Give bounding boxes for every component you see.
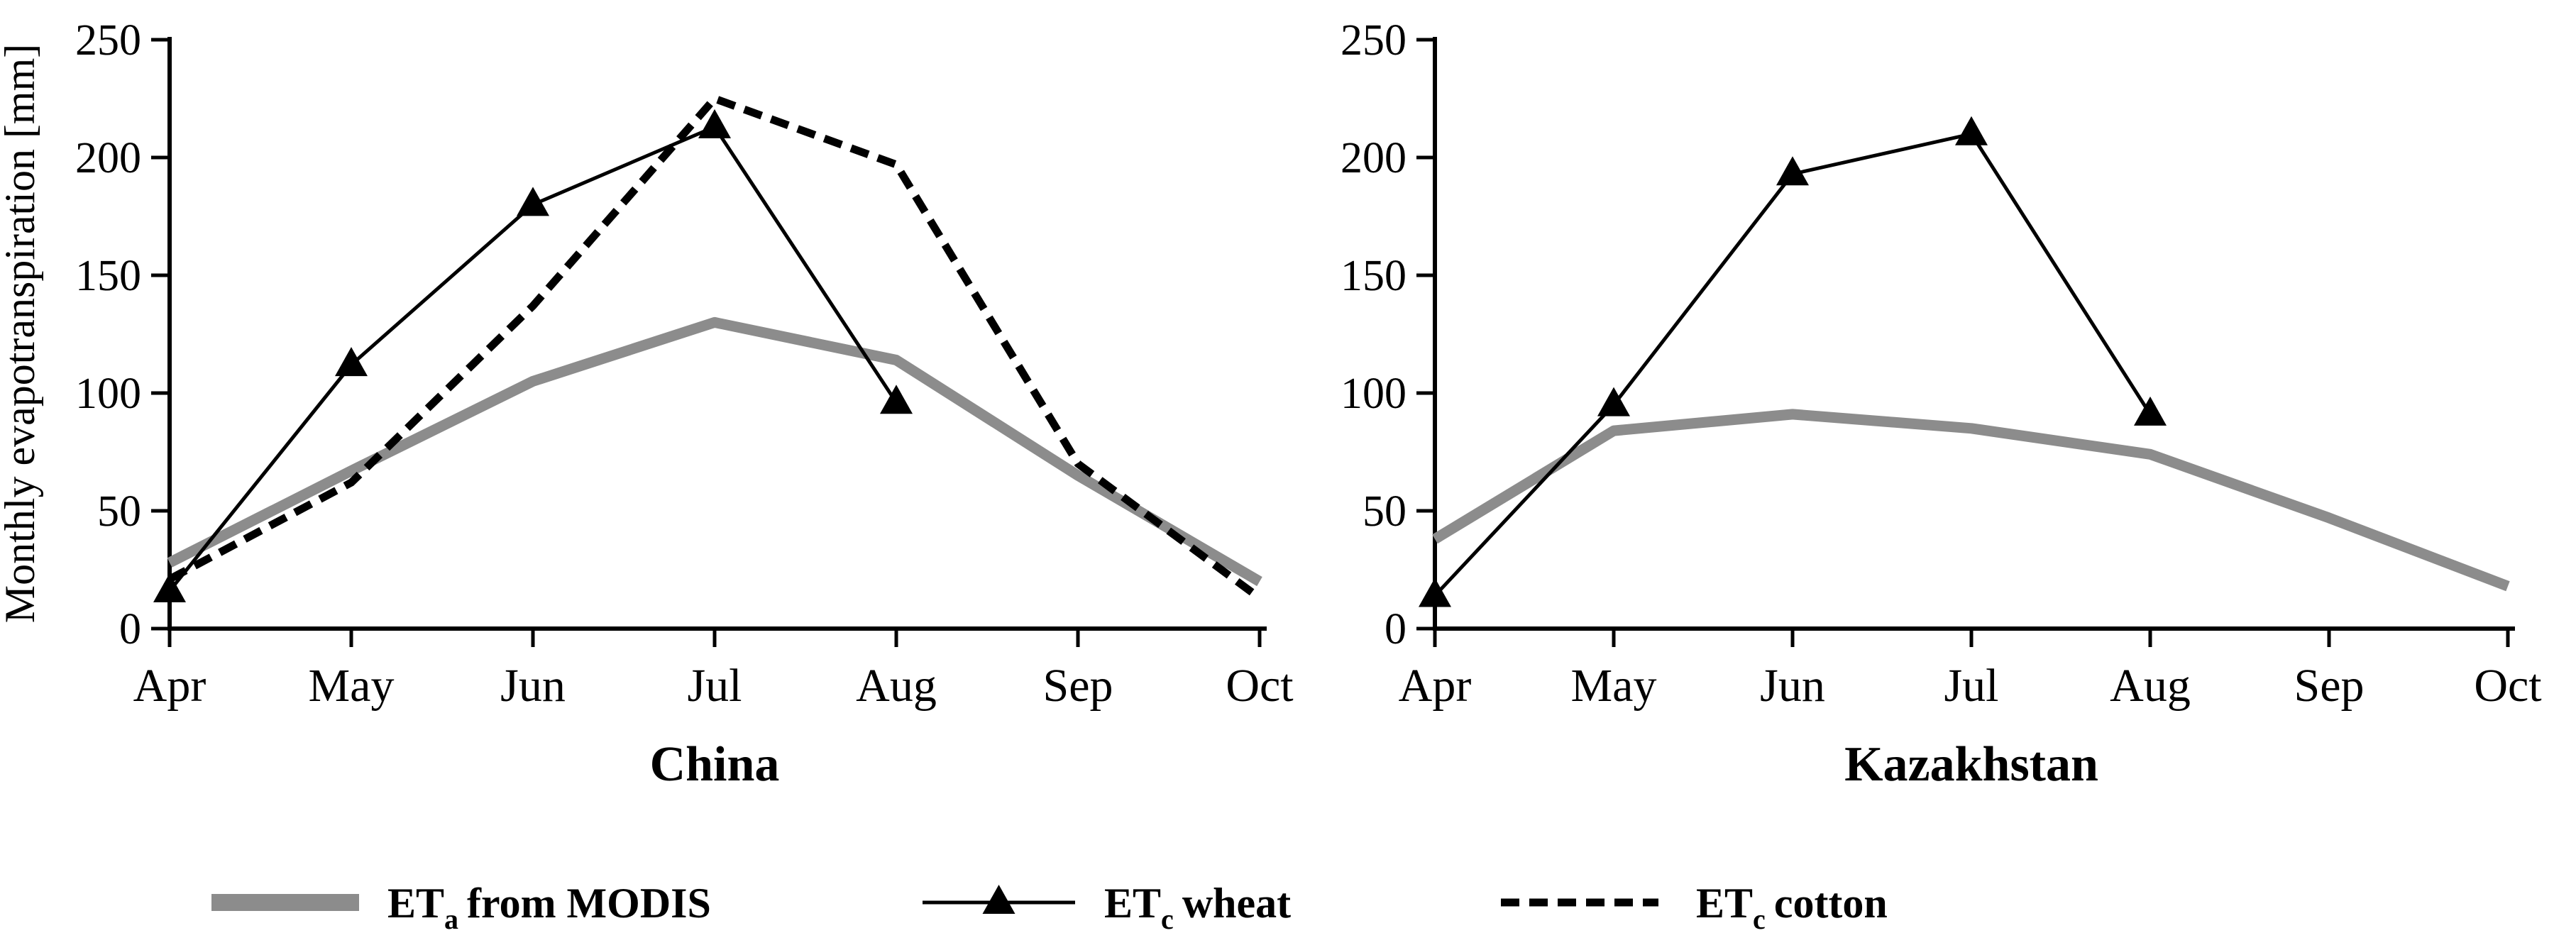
chart-china-group: 0 50 100 150 200 250 Apr May Jun Jul Aug Sep Oct Chin… (0, 16, 1294, 792)
chart-title: Kazakhstan (1844, 737, 2098, 792)
legend-label-prefix: ET (1696, 880, 1753, 927)
y-tick-label: 200 (75, 134, 141, 182)
legend-label-rest: cotton (1774, 880, 1888, 927)
chart-title: China (650, 737, 780, 792)
y-axis-title: Monthly evapotranspiration [mm] (0, 44, 43, 624)
series-etc-wheat-line (1433, 131, 2152, 597)
legend-label-prefix: ET (387, 880, 444, 927)
series-eta-modis-line (1432, 409, 2510, 592)
legend-label-prefix: ET (1104, 880, 1161, 927)
wheat-data-marker (2134, 396, 2167, 426)
y-tick-label: 150 (75, 252, 141, 300)
y-tick-label: 100 (75, 370, 141, 418)
y-tick-label: 200 (1341, 134, 1407, 182)
x-tick-label: Jul (1944, 660, 1998, 712)
x-tick-label: Jul (687, 660, 742, 712)
y-tick-label: 250 (75, 16, 141, 65)
x-tick-label: Oct (2474, 660, 2541, 712)
wheat-data-marker (880, 385, 913, 414)
legend-label-subscript: c (1753, 903, 1766, 935)
legend-group: ETa from MODIS ETc wheat ETc cotton (211, 880, 1888, 935)
series-etc-cotton-line (167, 94, 1262, 602)
legend-label: ETc wheat (1104, 880, 1291, 935)
x-tick-label: May (1571, 660, 1657, 712)
legend-label-rest: from MODIS (467, 880, 711, 927)
wheat-data-marker (1955, 116, 1988, 145)
legend-label-subscript: a (444, 903, 458, 935)
legend-swatch-wheat-triangle (982, 885, 1015, 914)
x-tick-label: Apr (133, 660, 207, 712)
legend-label: ETa from MODIS (387, 880, 711, 935)
y-tick-label: 100 (1341, 370, 1407, 418)
legend-label-rest: wheat (1182, 880, 1291, 927)
y-tick-label: 150 (1341, 252, 1407, 300)
legend-swatch-eta-gray-line (211, 894, 359, 911)
x-tick-label: Apr (1399, 660, 1472, 712)
wheat-data-marker (517, 187, 549, 216)
y-tick-label: 250 (1341, 16, 1407, 65)
y-tick-label: 0 (119, 605, 141, 653)
y-tick-label: 50 (97, 487, 141, 536)
wheat-data-marker (1776, 156, 1809, 186)
x-tick-label: Sep (2294, 660, 2365, 712)
x-tick-label: Oct (1226, 660, 1293, 712)
legend-label: ETc cotton (1696, 880, 1888, 935)
x-tick-label: Sep (1043, 660, 1113, 712)
chart-kazakhstan-group: 0 50 100 150 200 250 Apr May Jun Jul Aug Sep Oct Kaza… (1341, 16, 2542, 792)
wheat-data-marker (153, 573, 186, 602)
x-tick-label: Aug (2110, 660, 2191, 712)
x-tick-label: May (309, 660, 395, 712)
wheat-data-marker (1419, 578, 1451, 607)
legend-label-subscript: c (1161, 903, 1174, 935)
wheat-data-marker (335, 347, 368, 377)
y-tick-label: 50 (1363, 487, 1407, 536)
wheat-data-marker (698, 109, 731, 138)
x-tick-label: Jun (500, 660, 566, 712)
series-eta-modis-line (167, 316, 1262, 587)
x-tick-label: Jun (1760, 660, 1825, 712)
wheat-data-marker (1597, 387, 1630, 416)
y-tick-label: 0 (1385, 605, 1407, 653)
x-tick-label: Aug (856, 660, 937, 712)
